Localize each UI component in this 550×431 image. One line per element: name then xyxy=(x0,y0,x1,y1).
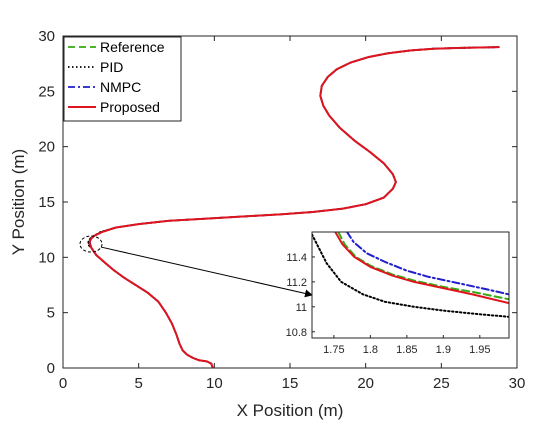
y-tick-label: 0 xyxy=(47,360,55,377)
inset-y-tick-label: 11 xyxy=(296,302,307,314)
x-tick-label: 20 xyxy=(357,375,374,392)
y-tick-label: 10 xyxy=(38,249,55,266)
x-tick-label: 30 xyxy=(509,375,526,392)
zoom-region-ellipse xyxy=(79,235,103,253)
x-tick-label: 10 xyxy=(206,375,223,392)
inset-series-line-reference xyxy=(337,232,509,301)
inset-plot-area xyxy=(312,232,509,338)
main-series-group xyxy=(87,46,500,368)
inset-series-line-pid xyxy=(312,233,509,318)
y-axis-label: Y Position (m) xyxy=(9,149,28,255)
inset-y-ticks: 10.8 11 11.2 11.4 xyxy=(286,252,315,339)
y-tick-label: 5 xyxy=(47,305,55,322)
inset-y-tick-label: 10.8 xyxy=(286,327,307,339)
inset-series-line-nmpc xyxy=(346,232,509,296)
y-tick-label: 30 xyxy=(38,28,55,45)
legend-label-pid: PID xyxy=(100,59,123,75)
x-tick-label: 25 xyxy=(433,375,450,392)
x-axis-label: X Position (m) xyxy=(237,401,344,420)
legend-label-proposed: Proposed xyxy=(100,99,160,115)
inset-zoom-plot: 1.75 1.8 1.85 1.9 1.95 10.8 11 11.2 11.4 xyxy=(286,231,510,356)
inset-y-tick-label: 11.2 xyxy=(286,277,307,289)
inset-x-tick-label: 1.9 xyxy=(436,344,451,356)
legend: Reference PID NMPC Proposed xyxy=(63,36,182,122)
inset-x-tick-label: 1.8 xyxy=(363,344,378,356)
y-tick-label: 15 xyxy=(38,194,55,211)
zoom-arrow xyxy=(100,246,313,298)
x-tick-label: 5 xyxy=(134,375,142,392)
legend-label-nmpc: NMPC xyxy=(100,79,141,95)
x-axis-ticks: 0 5 10 15 20 25 30 xyxy=(59,36,526,392)
y-tick-label: 25 xyxy=(38,83,55,100)
inset-y-tick-label: 11.4 xyxy=(286,252,307,264)
x-tick-label: 15 xyxy=(282,375,299,392)
inset-x-tick-label: 1.75 xyxy=(323,344,344,356)
inset-series-group xyxy=(312,232,509,318)
y-tick-label: 20 xyxy=(38,139,55,156)
inset-x-ticks: 1.75 1.8 1.85 1.9 1.95 xyxy=(323,335,491,356)
inset-x-tick-label: 1.95 xyxy=(469,344,490,356)
x-tick-label: 0 xyxy=(59,375,67,392)
zoom-indicator xyxy=(79,235,313,298)
series-line-proposed xyxy=(88,46,500,368)
inset-frame xyxy=(311,231,510,339)
y-axis-ticks: 0 5 10 15 20 25 30 xyxy=(38,28,517,377)
legend-label-reference: Reference xyxy=(100,39,165,55)
inset-x-tick-label: 1.85 xyxy=(396,344,417,356)
inset-series-line-proposed xyxy=(334,232,509,305)
